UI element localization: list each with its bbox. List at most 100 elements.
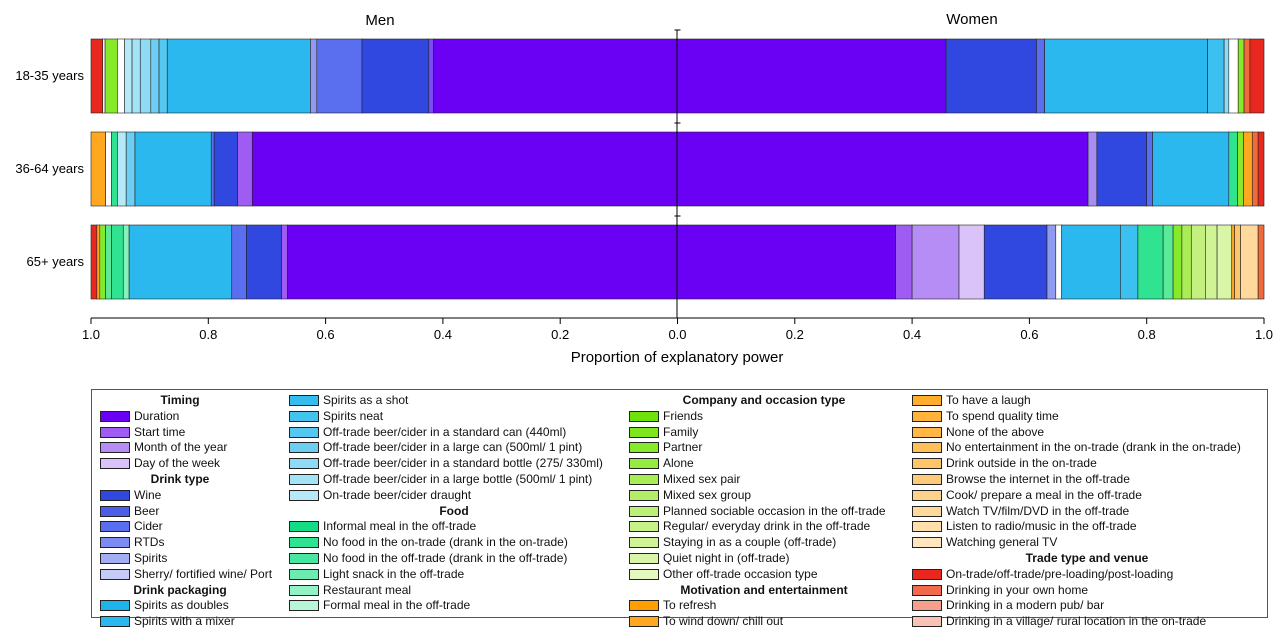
- legend-swatch: [629, 505, 659, 517]
- legend-label: Formal meal in the off-trade: [323, 598, 471, 613]
- legend-heading: Trade type and venue: [1025, 551, 1149, 565]
- legend-swatch: [100, 537, 130, 549]
- legend-swatch: [289, 584, 319, 596]
- bar-segment: [1240, 224, 1259, 300]
- x-axis-label: Proportion of explanatory power: [571, 349, 784, 366]
- bar-segment: [983, 224, 1048, 300]
- legend-swatch: [912, 521, 942, 533]
- legend-swatch: [100, 426, 130, 438]
- legend-swatch: [289, 568, 319, 580]
- bar-segment: [361, 38, 430, 114]
- bar-segment: [1190, 224, 1206, 300]
- bar-segment: [1223, 38, 1230, 114]
- legend-label: Other off-trade occasion type: [663, 566, 818, 581]
- bar-segment: [122, 224, 130, 300]
- legend-swatch: [289, 410, 319, 422]
- legend-label: To refresh: [663, 598, 717, 613]
- x-tick-label: 1.0: [1255, 327, 1273, 342]
- legend-swatch: [912, 458, 942, 470]
- bar-segment: [433, 38, 947, 114]
- legend-swatch: [912, 616, 942, 628]
- legend-heading: Drink packaging: [133, 582, 227, 597]
- bar-segment: [128, 224, 233, 300]
- bar-segment: [1257, 224, 1265, 300]
- legend-swatch: [629, 410, 659, 422]
- bars-group: [90, 29, 1265, 300]
- legend-swatch: [912, 568, 942, 580]
- bar-segment: [111, 224, 124, 300]
- bar-segment: [251, 131, 1089, 207]
- legend-swatch: [629, 537, 659, 549]
- bar-segment: [104, 38, 118, 114]
- x-tick-label: 0.4: [434, 327, 452, 342]
- legend-label: Partner: [663, 440, 703, 455]
- bar-segment: [1237, 38, 1245, 114]
- bar-segment: [1162, 224, 1174, 300]
- legend-swatch: [100, 521, 130, 533]
- legend-label: Planned sociable occasion in the off-tra…: [663, 503, 886, 518]
- legend-swatch: [912, 584, 942, 596]
- bar-segment: [125, 131, 136, 207]
- bar-segment: [1207, 38, 1225, 114]
- x-tick-label: 0.6: [317, 327, 335, 342]
- bar-segment: [131, 38, 141, 114]
- category-label-18-35: 18-35 years: [15, 68, 84, 83]
- legend-heading: Motivation and entertainment: [680, 582, 848, 597]
- legend-heading: Food: [439, 503, 469, 518]
- x-tick-label: 0.0: [668, 327, 686, 342]
- legend-label: Restaurant meal: [323, 582, 412, 597]
- legend-swatch: [629, 616, 659, 628]
- legend-swatch: [289, 521, 319, 533]
- bar-segment: [911, 224, 960, 300]
- bar-segment: [117, 131, 127, 207]
- legend-swatch: [100, 410, 130, 422]
- legend-swatch: [289, 537, 319, 549]
- legend-label: On-trade beer/cider draught: [323, 487, 472, 502]
- legend-label: Sherry/ fortified wine/ Port: [134, 566, 273, 581]
- legend-label: Spirits: [134, 551, 168, 565]
- legend-swatch: [912, 426, 942, 438]
- legend-swatch: [100, 505, 130, 517]
- bar-segment: [1228, 131, 1238, 207]
- legend-label: Spirits as a shot: [323, 393, 409, 407]
- x-tick-label: 1.0: [82, 327, 100, 342]
- bar-segment: [117, 38, 125, 114]
- legend-label: Mixed sex pair: [663, 472, 741, 486]
- bar-segment: [958, 224, 985, 300]
- legend-label: Drink outside in the on-trade: [946, 456, 1097, 471]
- legend-label: Mixed sex group: [663, 487, 752, 502]
- bar-segment: [231, 224, 247, 300]
- bar-segment: [1120, 224, 1139, 300]
- panel-label-women: Women: [946, 11, 997, 28]
- bar-segment: [895, 224, 913, 300]
- bar-segment: [166, 38, 311, 114]
- x-tick-label: 0.2: [786, 327, 804, 342]
- legend-label: Start time: [134, 424, 186, 439]
- bar-segment: [945, 38, 1037, 114]
- legend-label: To wind down/ chill out: [663, 614, 784, 629]
- legend-swatch: [289, 458, 319, 470]
- legend-label: Cook/ prepare a meal in the off-trade: [946, 487, 1142, 502]
- x-tick-label: 0.8: [1138, 327, 1156, 342]
- legend-label: Watch TV/film/DVD in the off-trade: [946, 503, 1130, 518]
- x-tick-label: 0.8: [199, 327, 217, 342]
- bar-segment: [1251, 131, 1259, 207]
- legend-swatch: [629, 426, 659, 438]
- panel-label-men: Men: [365, 12, 394, 29]
- legend-label: Drinking in a modern pub/ bar: [946, 598, 1105, 613]
- legend-label: Regular/ everyday drink in the off-trade: [663, 519, 871, 534]
- legend-swatch: [100, 553, 130, 564]
- legend-swatch: [629, 458, 659, 470]
- legend-label: Day of the week: [134, 456, 221, 471]
- category-label-36-64: 36-64 years: [15, 161, 84, 176]
- bar-segment: [1044, 38, 1208, 114]
- legend-swatch: [289, 474, 319, 485]
- legend-label: Family: [663, 424, 699, 439]
- bar-segment: [1234, 224, 1241, 300]
- bar-segment: [1172, 224, 1183, 300]
- legend-swatch: [912, 600, 942, 612]
- legend-swatch: [100, 616, 130, 628]
- bar-segment: [1228, 38, 1239, 114]
- x-tick-label: 0.4: [903, 327, 921, 342]
- legend-swatch: [629, 489, 659, 501]
